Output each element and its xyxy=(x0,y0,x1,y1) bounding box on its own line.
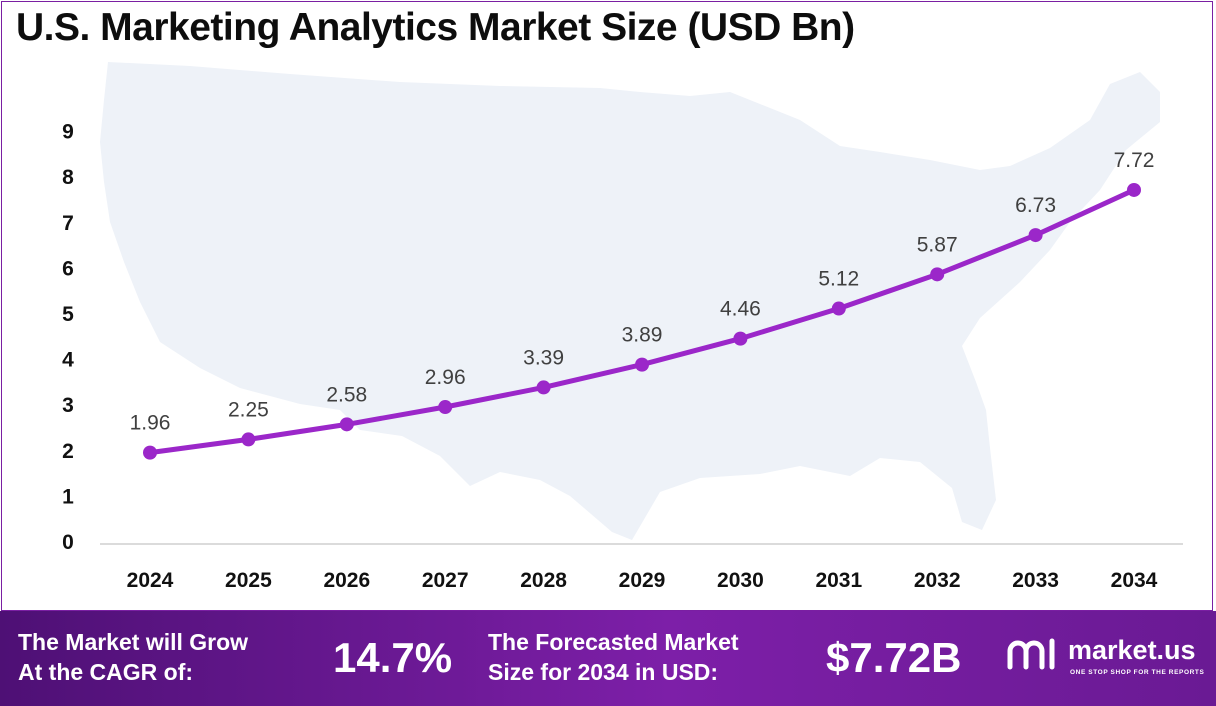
y-tick-label: 6 xyxy=(62,257,74,280)
cagr-value: 14.7% xyxy=(333,634,453,681)
data-label: 4.46 xyxy=(720,298,761,321)
us-map-silhouette xyxy=(100,62,1160,540)
y-tick-label: 1 xyxy=(62,485,74,508)
data-label: 1.96 xyxy=(130,412,171,435)
data-label: 5.87 xyxy=(917,233,958,256)
data-label: 5.12 xyxy=(818,268,859,291)
data-labels: 1.96 2.25 2.58 2.96 3.39 3.89 4.46 5.12 5.87 6.73… xyxy=(130,149,1155,435)
forecast-value: $7.72B xyxy=(826,634,962,681)
x-tick-label: 2028 xyxy=(520,569,567,592)
x-tick-label: 2034 xyxy=(1111,569,1158,592)
forecast-label: The Forecasted Market Size for 2034 in U… xyxy=(488,629,739,685)
data-label: 3.89 xyxy=(622,324,663,347)
x-tick-label: 2024 xyxy=(127,569,174,592)
data-point xyxy=(1127,182,1141,197)
data-point xyxy=(831,301,846,316)
y-axis: 0 1 2 3 4 5 6 7 8 9 xyxy=(62,121,74,554)
brand-name: market.us xyxy=(1068,635,1196,665)
x-tick-label: 2030 xyxy=(717,569,764,592)
brand-logo: market.us ONE STOP SHOP FOR THE REPORTS xyxy=(1006,633,1212,685)
y-tick-label: 2 xyxy=(62,440,74,463)
x-tick-label: 2032 xyxy=(914,569,961,592)
data-label: 2.96 xyxy=(425,366,466,389)
y-tick-label: 7 xyxy=(62,212,74,235)
data-label: 3.39 xyxy=(523,346,564,369)
data-point xyxy=(733,331,748,346)
data-label: 6.73 xyxy=(1015,194,1056,217)
cagr-label: The Market will Grow At the CAGR of: xyxy=(18,629,249,685)
data-point xyxy=(339,417,354,432)
x-tick-label: 2033 xyxy=(1012,569,1059,592)
data-point xyxy=(241,432,256,447)
data-point xyxy=(930,267,945,282)
data-point xyxy=(635,357,649,372)
y-tick-label: 8 xyxy=(62,166,74,189)
data-point xyxy=(438,400,453,415)
data-label: 2.58 xyxy=(326,383,367,406)
brand-tagline: ONE STOP SHOP FOR THE REPORTS xyxy=(1070,669,1205,676)
data-points xyxy=(143,182,1141,460)
x-tick-label: 2026 xyxy=(323,569,370,592)
y-tick-label: 4 xyxy=(62,349,74,372)
x-tick-label: 2031 xyxy=(815,569,862,592)
chart-frame xyxy=(1,1,1213,611)
data-point xyxy=(1028,228,1043,243)
page-title: U.S. Marketing Analytics Market Size (US… xyxy=(16,6,855,49)
data-label: 7.72 xyxy=(1114,149,1155,172)
data-point xyxy=(536,380,551,395)
footer-banner: The Market will Grow At the CAGR of: 14.… xyxy=(0,611,1216,706)
y-tick-label: 5 xyxy=(62,303,74,326)
y-tick-label: 9 xyxy=(62,121,74,144)
x-tick-label: 2029 xyxy=(619,569,666,592)
y-tick-label: 0 xyxy=(62,531,74,554)
x-axis: 2024 2025 2026 2027 2028 2029 2030 2031 2032 2033… xyxy=(127,569,1158,592)
x-tick-label: 2025 xyxy=(225,569,272,592)
market-us-logo-icon xyxy=(1007,638,1055,670)
data-point xyxy=(143,445,157,460)
data-label: 2.25 xyxy=(228,398,269,421)
y-tick-label: 3 xyxy=(62,394,74,417)
x-tick-label: 2027 xyxy=(422,569,469,592)
